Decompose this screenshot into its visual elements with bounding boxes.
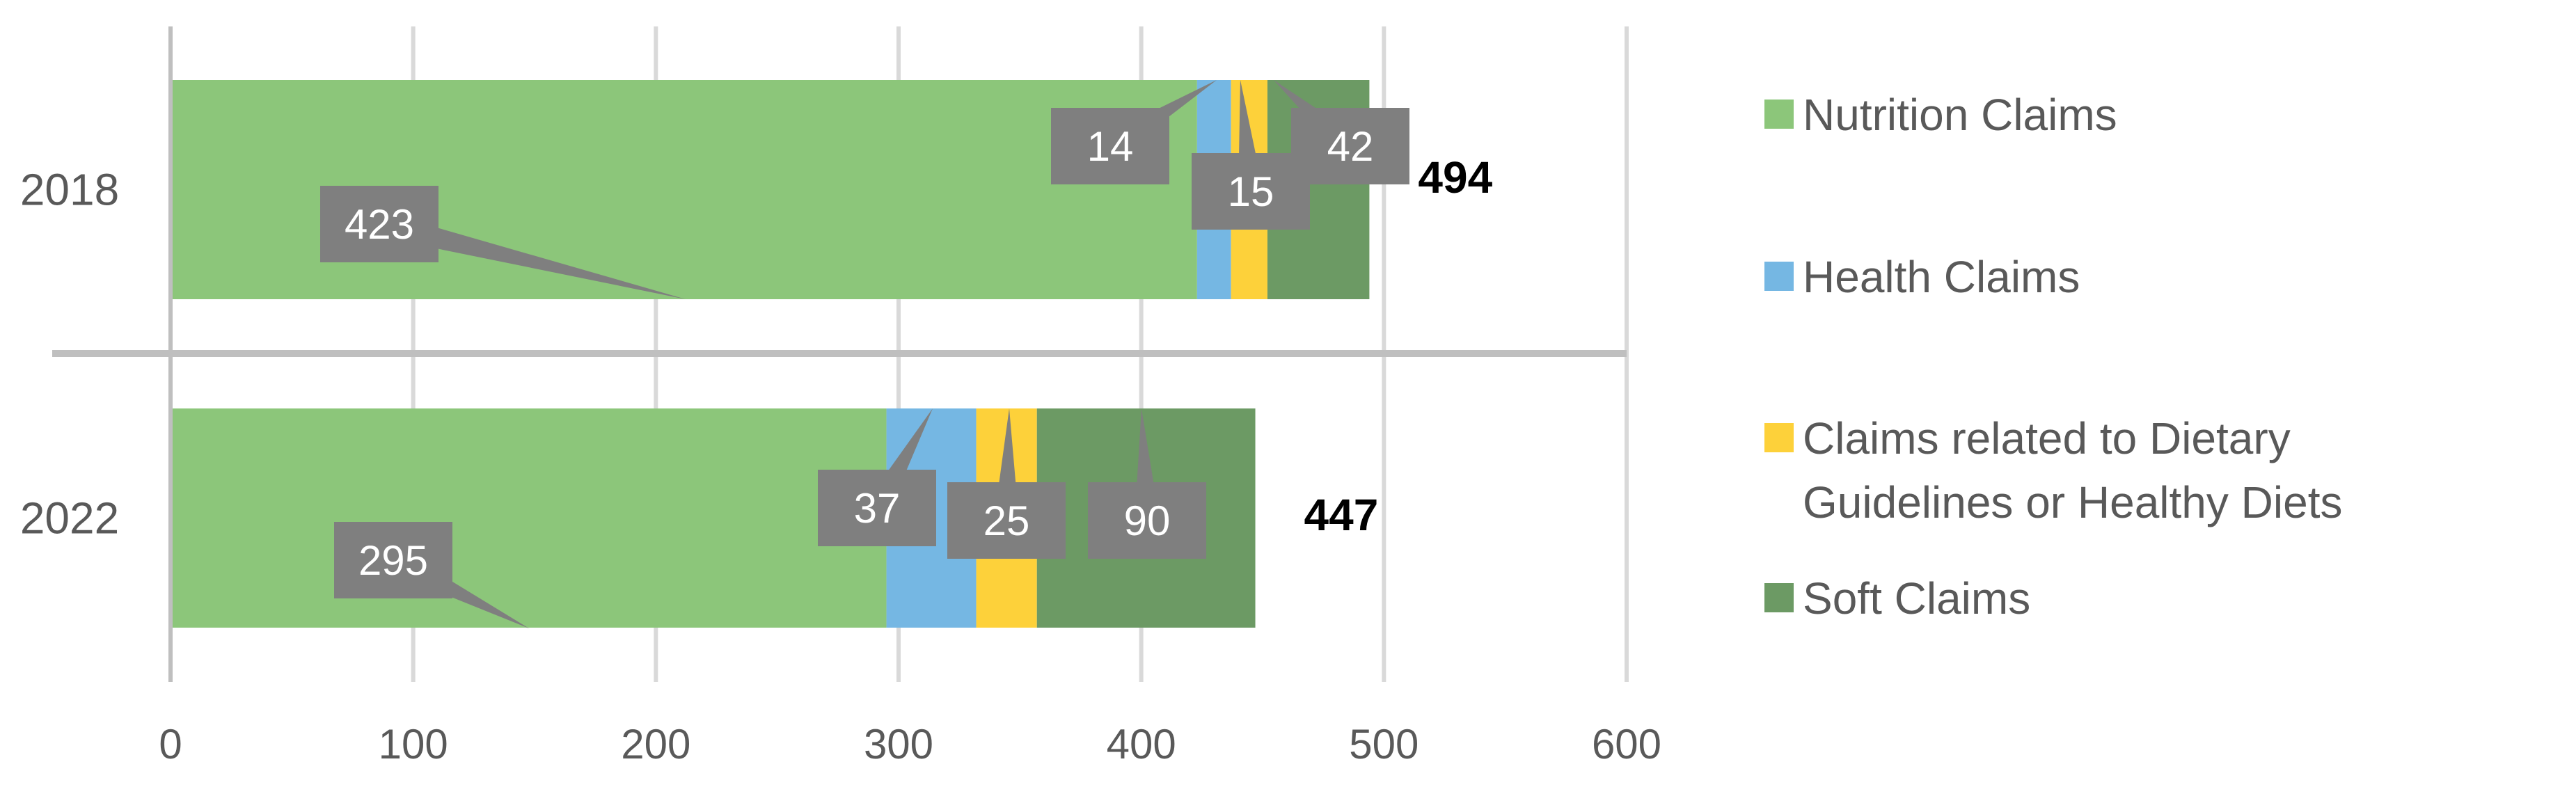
legend-swatch bbox=[1764, 583, 1794, 612]
legend-label: Soft Claims bbox=[1803, 573, 2030, 623]
x-tick-label: 600 bbox=[1592, 721, 1661, 768]
legend: Nutrition Claims Health Claims Claims rela… bbox=[1764, 90, 2342, 623]
legend-swatch bbox=[1764, 423, 1794, 452]
legend-label: Claims related to Dietary Guidelines or H… bbox=[1803, 413, 2342, 527]
x-tick-label: 300 bbox=[864, 721, 933, 768]
x-tick-label: 400 bbox=[1107, 721, 1176, 768]
data-label-box bbox=[818, 470, 936, 546]
data-label: 25 bbox=[983, 498, 1030, 544]
data-label: 90 bbox=[1124, 498, 1171, 544]
data-label-box bbox=[320, 186, 438, 262]
data-label: 37 bbox=[854, 485, 901, 532]
data-label-box bbox=[1291, 108, 1409, 184]
data-label-box bbox=[1051, 108, 1169, 184]
x-tick-label: 200 bbox=[621, 721, 690, 768]
data-label: 14 bbox=[1087, 123, 1134, 170]
x-tick-label: 0 bbox=[159, 721, 182, 768]
data-label: 15 bbox=[1228, 168, 1274, 215]
total-label: 447 bbox=[1304, 490, 1379, 540]
data-labels: 423 14 15 42 295 37 25 90 494 447 bbox=[320, 80, 1493, 628]
bar-2022-nutrition-claims bbox=[171, 408, 887, 628]
data-label: 423 bbox=[345, 201, 414, 248]
x-tick-label: 500 bbox=[1349, 721, 1419, 768]
legend-label-line: Guidelines or Healthy Diets bbox=[1803, 477, 2342, 527]
legend-label: Nutrition Claims bbox=[1803, 90, 2117, 140]
legend-swatch bbox=[1764, 100, 1794, 129]
data-label-box bbox=[1192, 153, 1310, 230]
legend-label: Health Claims bbox=[1803, 252, 2080, 302]
category-label: 2018 bbox=[20, 165, 119, 215]
data-label: 295 bbox=[358, 537, 428, 584]
x-tick-label: 100 bbox=[379, 721, 448, 768]
total-label: 494 bbox=[1418, 152, 1492, 202]
category-label: 2022 bbox=[20, 493, 119, 543]
legend-label-line: Claims related to Dietary bbox=[1803, 413, 2291, 463]
data-label-box bbox=[334, 522, 452, 598]
data-label-box bbox=[947, 482, 1066, 559]
axes: 0 100 200 300 400 500 600 2018 2022 bbox=[20, 26, 1661, 768]
data-label: 42 bbox=[1327, 123, 1374, 170]
data-label-box bbox=[1088, 482, 1206, 559]
legend-swatch bbox=[1764, 262, 1794, 291]
data-label-pointer bbox=[376, 212, 686, 299]
